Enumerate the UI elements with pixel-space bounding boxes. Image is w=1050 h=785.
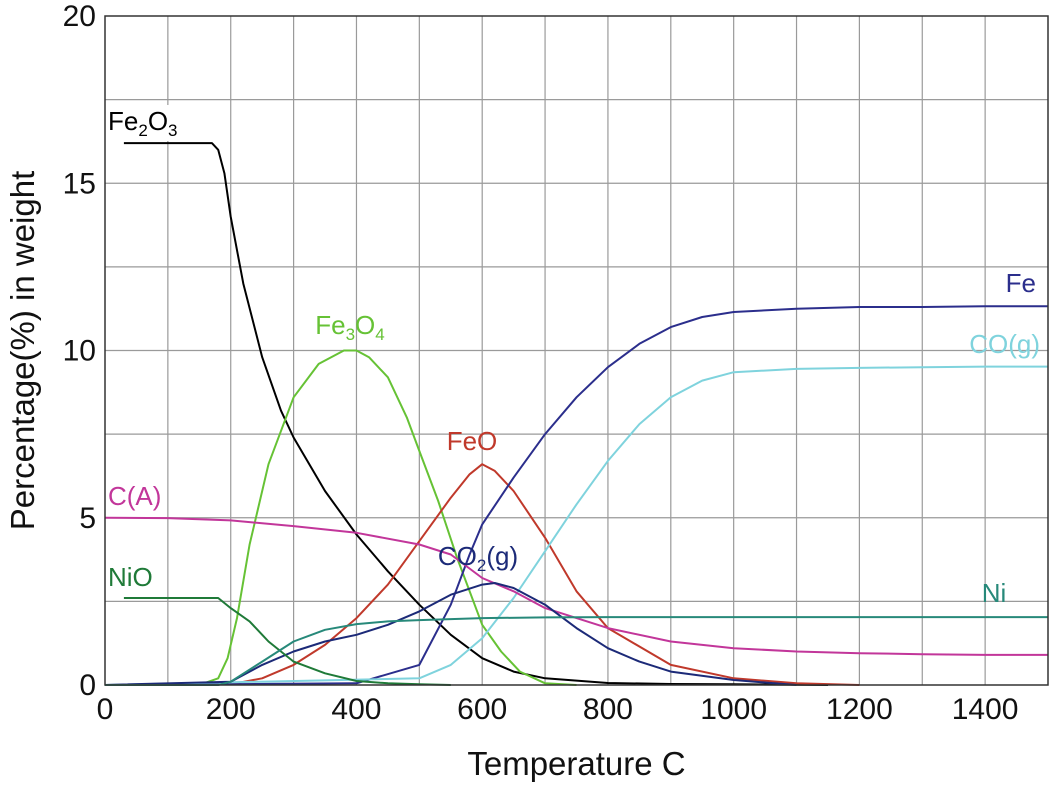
series-labels: Fe2O3 Fe3O4 FeO Fe CO(g) C(A) CO2(g) NiO Ni [106,105,1040,608]
series-line-co-g- [104,365,1048,686]
series-lines [104,142,1048,686]
series-label-background [106,480,164,512]
y-tick-label: 20 [63,0,96,33]
series-label-background [106,561,155,593]
x-tick-label: 0 [97,693,114,726]
series-label-background [106,105,180,141]
series-label-c-a-: C(A) [108,481,161,511]
x-tick-label: 1400 [952,693,1019,726]
x-tick-label: 200 [206,693,256,726]
series-label-fe: Fe [1006,268,1036,298]
y-tick-label: 15 [63,167,96,200]
x-tick-label: 600 [457,693,507,726]
series-line-fe3o4 [105,349,577,686]
x-tick-label: 800 [583,693,633,726]
grid [105,16,1048,685]
series-line-feo [167,463,860,686]
tick-labels: 0 200 400 600 800 1000 1200 1400 0 5 10 15 20 [63,0,1019,726]
series-line-fe2o3 [123,142,829,686]
x-tick-label: 1200 [826,693,893,726]
y-tick-label: 0 [79,669,96,702]
plot-frame [104,15,1049,686]
series-line-co2-g- [104,582,797,686]
x-tick-label: 400 [331,693,381,726]
series-line-nio [123,597,451,686]
series-label-feo: FeO [447,426,498,456]
series-line-fe [104,305,1048,686]
series-label-ni: Ni [982,578,1007,608]
y-axis-title: Percentage(%) in weight [4,171,41,531]
series-label-nio: NiO [108,562,153,592]
series-line-ni [105,616,1048,686]
series-label-co-g-: CO(g) [969,329,1040,359]
y-tick-label: 10 [63,335,96,368]
y-tick-label: 5 [79,502,96,535]
series-label-fe3o4: Fe3O4 [315,310,385,344]
series-line-c-a- [104,516,1048,656]
series-label-co2-g-: CO2(g) [438,541,518,575]
x-tick-label: 1000 [700,693,767,726]
series-label-fe2o3: Fe2O3 [108,106,178,140]
x-axis-title: Temperature C [467,745,685,782]
